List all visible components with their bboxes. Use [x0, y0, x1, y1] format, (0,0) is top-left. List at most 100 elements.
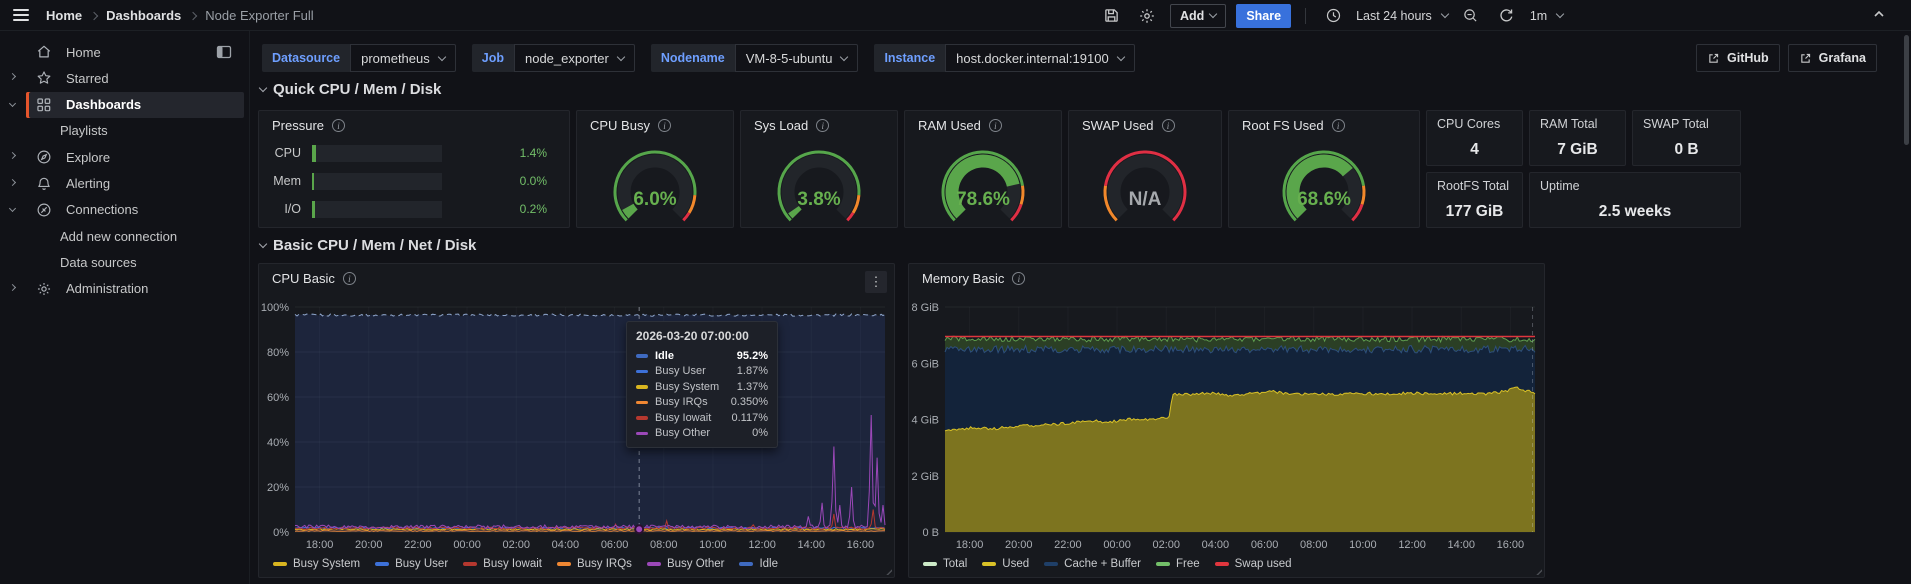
stat-title[interactable]: CPU Cores — [1437, 117, 1501, 131]
sidebar-item-data-sources[interactable]: Data sources — [0, 249, 250, 275]
sidebar-item-alerting[interactable]: Alerting — [0, 171, 250, 197]
chart-plot[interactable]: 0 B 2 GiB 4 GiB 6 GiB 8 GiB 18:00 20:00 22:00 00… — [909, 292, 1546, 554]
sidebar-item-home[interactable]: Home — [0, 39, 250, 65]
legend-item-busy-iowait[interactable]: Busy Iowait — [463, 558, 542, 570]
info-icon[interactable]: i — [342, 272, 356, 285]
info-icon[interactable]: i — [1161, 119, 1175, 132]
zoom-out-time-icon[interactable] — [1458, 4, 1484, 28]
legend-item-free[interactable]: Free — [1155, 558, 1200, 570]
panel-resize-handle[interactable] — [883, 566, 892, 575]
series-line-idle — [294, 313, 886, 317]
variable-label[interactable]: Job — [471, 44, 514, 72]
panel-title[interactable]: RAM Used — [918, 118, 981, 133]
sidebar-expand-chevron-icon[interactable] — [8, 204, 18, 214]
sidebar-expand-chevron-icon[interactable] — [8, 73, 18, 82]
sidebar-item-surface: Add new connection — [26, 223, 244, 249]
collapse-topbar-chevron-icon[interactable] — [1872, 7, 1886, 21]
hamburger-menu-icon[interactable] — [8, 3, 34, 27]
legend-item-busy-irqs[interactable]: Busy IRQs — [556, 558, 632, 570]
stat-title[interactable]: Uptime — [1540, 179, 1580, 193]
variable-label[interactable]: Instance — [874, 44, 946, 72]
sidebar-expand-chevron-icon[interactable] — [8, 283, 18, 293]
time-range-clock-icon[interactable] — [1320, 4, 1346, 28]
legend-item-swap-used[interactable]: Swap used — [1214, 558, 1292, 570]
panel-title[interactable]: Pressure — [272, 118, 325, 133]
info-icon[interactable]: i — [988, 119, 1002, 132]
tooltip-series-value: 0.117% — [731, 411, 769, 424]
dashboard-link-grafana[interactable]: Grafana — [1787, 44, 1877, 72]
info-icon[interactable]: i — [332, 119, 346, 132]
info-icon[interactable]: i — [657, 119, 671, 132]
y-axis-tick-label: 0 B — [922, 527, 939, 539]
legend-swatch — [1044, 562, 1059, 566]
tooltip-series-swatch — [636, 416, 648, 420]
sidebar-expand-chevron-icon[interactable] — [8, 99, 18, 109]
chart-plot[interactable]: 0% 20% 40% 60% 80% 100% 18:00 20:00 22:00 00:00 02… — [259, 292, 896, 554]
stat-title[interactable]: SWAP Total — [1643, 117, 1709, 131]
link-label: GitHub — [1727, 51, 1769, 65]
info-icon[interactable]: i — [1331, 119, 1345, 132]
sidebar-item-administration[interactable]: Administration — [0, 276, 250, 302]
gauge-value: N/A — [1129, 189, 1162, 210]
legend-item-used[interactable]: Used — [982, 558, 1029, 570]
legend-item-idle[interactable]: Idle — [739, 558, 778, 570]
panel-title[interactable]: CPU Basic — [272, 271, 335, 286]
sidebar-item-dashboards[interactable]: Dashboards — [0, 91, 250, 118]
info-icon[interactable]: i — [816, 119, 830, 132]
variable-value-dropdown[interactable]: VM-8-5-ubuntu — [734, 44, 859, 72]
compass-icon — [36, 149, 52, 165]
variable-value-dropdown[interactable]: host.docker.internal:19100 — [945, 44, 1135, 72]
dashboard-settings-gear-icon[interactable] — [1134, 4, 1160, 28]
sidebar-item-add-new-connection[interactable]: Add new connection — [0, 223, 250, 249]
panel-menu-kebab-icon[interactable]: ⋮ — [865, 271, 887, 293]
legend-item-total[interactable]: Total — [923, 558, 967, 570]
variable-value-dropdown[interactable]: node_exporter — [513, 44, 635, 72]
sidebar-item-starred[interactable]: Starred — [0, 65, 250, 91]
sidebar-item-explore[interactable]: Explore — [0, 144, 250, 170]
stat-title[interactable]: RootFS Total — [1437, 179, 1510, 193]
legend-item-busy-user[interactable]: Busy User — [375, 558, 448, 570]
breadcrumb-item[interactable]: Home — [46, 7, 83, 23]
refresh-interval-chevron-icon[interactable] — [1555, 9, 1565, 19]
add-button[interactable]: Add — [1170, 3, 1227, 28]
tooltip-series-value: 0.350% — [730, 396, 768, 409]
sidebar-item-connections[interactable]: Connections — [0, 197, 250, 223]
memory-chart-legend: Total Used Cache + Buffer Free Swap used — [923, 558, 1292, 570]
cpu-basic-chart[interactable]: 0% 20% 40% 60% 80% 100% 18:00 20:00 22:00 00:00 02… — [259, 292, 896, 554]
variable-value-dropdown[interactable]: prometheus — [350, 44, 456, 72]
stat-title[interactable]: RAM Total — [1540, 117, 1598, 131]
legend-item-busy-system[interactable]: Busy System — [273, 558, 360, 570]
panel-title[interactable]: Root FS Used — [1242, 118, 1324, 133]
variable-label[interactable]: Datasource — [262, 44, 351, 72]
share-button[interactable]: Share — [1236, 3, 1292, 28]
legend-item-busy-other[interactable]: Busy Other — [646, 558, 724, 570]
section-quick-cpu-mem-disk[interactable]: Quick CPU / Mem / Disk — [258, 81, 441, 98]
panel-resize-handle[interactable] — [1533, 566, 1542, 575]
panel-title[interactable]: Sys Load — [754, 118, 809, 133]
dashboard-link-github[interactable]: GitHub — [1696, 44, 1780, 72]
sidebar-expand-chevron-icon[interactable] — [8, 178, 18, 188]
section-basic-cpu-mem-net-disk[interactable]: Basic CPU / Mem / Net / Disk — [258, 237, 476, 254]
pressure-row-mem: Mem 0.0% — [259, 172, 569, 190]
panel-ram-total: RAM Total 7 GiB — [1529, 110, 1626, 166]
breadcrumb: Home Dashboards Node Exporter Full — [46, 8, 314, 23]
time-range-chevron-icon[interactable] — [1440, 9, 1450, 19]
cpu-chart-legend: Busy System Busy User Busy Iowait Busy IRQs… — [273, 558, 778, 570]
info-icon[interactable]: i — [1012, 272, 1026, 285]
memory-basic-chart[interactable]: 0 B 2 GiB 4 GiB 6 GiB 8 GiB 18:00 20:00 22:00 00… — [909, 292, 1546, 554]
panel-title[interactable]: CPU Busy — [590, 118, 650, 133]
variable-label[interactable]: Nodename — [650, 44, 735, 72]
dock-sidebar-icon[interactable] — [216, 44, 232, 60]
time-range-label[interactable]: Last 24 hours — [1356, 8, 1432, 23]
sidebar-item-playlists[interactable]: Playlists — [0, 118, 250, 144]
breadcrumb-item[interactable]: Dashboards — [106, 7, 182, 23]
panel-title[interactable]: SWAP Used — [1082, 118, 1154, 133]
series-area-idle — [295, 314, 885, 532]
legend-item-cache-buffer[interactable]: Cache + Buffer — [1044, 558, 1141, 570]
refresh-interval-label[interactable]: 1m — [1529, 8, 1548, 23]
sidebar-expand-chevron-icon[interactable] — [8, 152, 18, 161]
page-scrollbar-thumb[interactable] — [1904, 35, 1909, 145]
refresh-icon[interactable] — [1494, 4, 1520, 28]
panel-title[interactable]: Memory Basic — [922, 271, 1005, 286]
save-dashboard-icon[interactable] — [1098, 4, 1124, 28]
